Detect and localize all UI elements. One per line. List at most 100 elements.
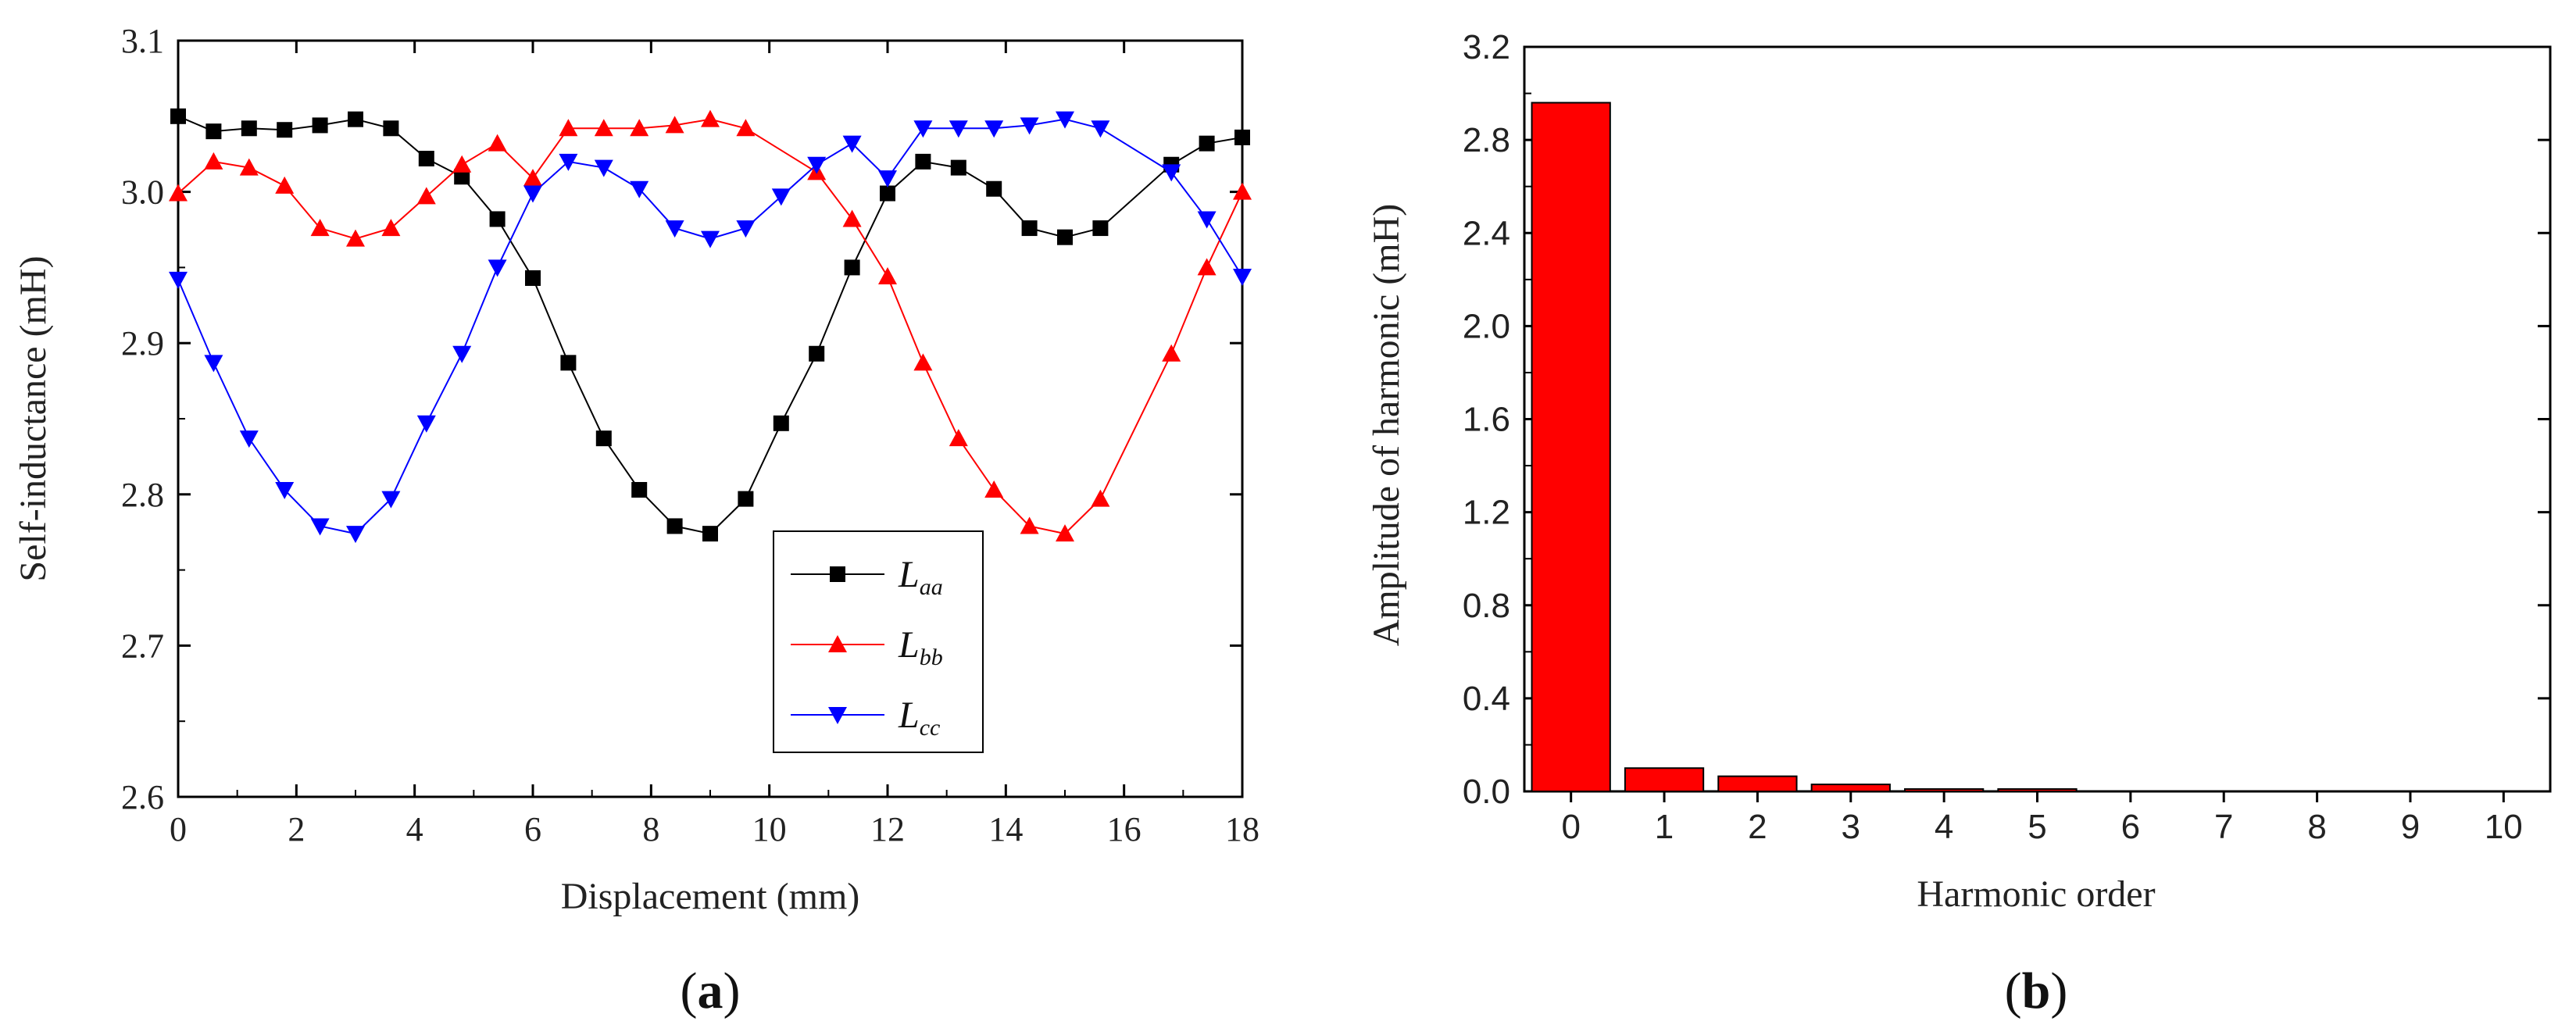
data-point-bb — [169, 184, 188, 202]
data-point-cc — [1020, 117, 1039, 135]
data-point-cc — [381, 491, 401, 509]
data-point-bb — [346, 229, 365, 247]
data-point-cc — [416, 415, 436, 433]
x-tick-label: 3 — [1842, 808, 1860, 846]
data-point-bb — [701, 109, 720, 127]
data-point-bb — [665, 116, 684, 134]
panel-b-bar-chart: 0.0 0.4 0.8 1.2 1.6 2.0 2.4 2.8 3.2 0 1 2 3 4 5 6 7 8 9 10… — [1366, 28, 2552, 915]
data-point-bb — [949, 429, 968, 447]
legend-label: Lcc — [898, 695, 940, 741]
data-point-bb — [1091, 489, 1110, 507]
y-tick-label: 0.8 — [1463, 587, 1510, 625]
data-point-cc — [1091, 120, 1110, 138]
data-point-aa — [205, 123, 222, 140]
data-point-cc — [665, 220, 684, 238]
panel-a-y-axis-label: Self-inductance (mH) — [13, 255, 54, 581]
data-point-cc — [630, 180, 649, 198]
data-point-cc — [169, 271, 188, 289]
legend-box — [773, 530, 984, 753]
caption-a: (a) — [681, 962, 741, 1020]
data-point-cc — [1233, 269, 1252, 287]
data-point-aa — [986, 180, 1002, 197]
data-point-bb — [523, 169, 542, 187]
x-tick-label: 2 — [288, 810, 305, 848]
data-point-bb — [878, 267, 897, 285]
x-tick-label: 14 — [988, 810, 1023, 848]
data-point-bb — [1020, 516, 1039, 534]
data-point-aa — [915, 153, 931, 170]
data-point-bb — [630, 119, 649, 137]
panel-a-x-axis-label: Displacement (mm) — [561, 876, 860, 917]
data-point-cc — [949, 120, 968, 138]
y-tick-label: 2.6 — [121, 778, 164, 816]
data-point-cc — [488, 259, 507, 277]
data-point-aa — [241, 120, 257, 137]
x-tick-label: 18 — [1225, 810, 1259, 848]
x-tick-label: 6 — [524, 810, 541, 848]
data-point-cc — [310, 518, 330, 536]
data-point-aa — [738, 491, 754, 507]
data-point-cc — [1162, 164, 1181, 182]
series-cc — [169, 111, 1252, 544]
data-point-bb — [381, 219, 401, 237]
y-tick-label: 0.0 — [1463, 773, 1510, 811]
data-point-bb — [559, 119, 578, 137]
data-point-bb — [204, 152, 223, 170]
data-point-aa — [525, 270, 541, 286]
x-tick-label: 10 — [752, 810, 787, 848]
legend-marker — [828, 635, 847, 652]
data-point-bb — [1197, 258, 1217, 276]
y-tick-label: 2.8 — [1463, 121, 1510, 159]
y-tick-label: 2.4 — [1463, 214, 1510, 252]
panel-a-series — [169, 108, 1252, 544]
data-point-bb — [1233, 182, 1252, 200]
y-tick-label: 3.1 — [121, 22, 164, 60]
panel-a-plot-frame — [177, 39, 1244, 798]
bar-harmonic-3 — [1810, 784, 1891, 792]
data-point-bb — [913, 353, 933, 371]
x-tick-label: 8 — [2307, 808, 2326, 846]
x-tick-label: 6 — [2121, 808, 2140, 846]
data-point-aa — [595, 430, 612, 447]
panel-b-y-ticks: 0.0 0.4 0.8 1.2 1.6 2.0 2.4 2.8 3.2 — [1463, 28, 2550, 811]
data-point-aa — [1092, 220, 1109, 237]
series-line-cc — [177, 118, 1243, 535]
data-point-cc — [701, 230, 720, 248]
data-point-aa — [631, 481, 648, 498]
data-point-bb — [275, 176, 295, 194]
data-point-aa — [773, 415, 789, 431]
data-point-bb — [488, 134, 507, 152]
data-point-aa — [1021, 220, 1038, 237]
data-point-aa — [666, 518, 683, 534]
bar-harmonic-5 — [1997, 788, 2078, 792]
x-tick-label: 4 — [406, 810, 423, 848]
panel-a-x-ticks: 0 2 4 6 8 10 12 14 16 18 — [170, 41, 1259, 848]
data-point-cc — [1056, 111, 1074, 129]
panel-b-x-axis-label: Harmonic order — [1917, 873, 2155, 915]
panel-b-bars — [1531, 102, 2078, 793]
data-point-aa — [809, 345, 825, 362]
legend-marker — [828, 707, 847, 724]
data-point-aa — [383, 120, 399, 137]
x-tick-label: 1 — [1655, 808, 1674, 846]
x-tick-label: 8 — [642, 810, 659, 848]
data-point-bb — [452, 155, 472, 173]
x-tick-label: 4 — [1935, 808, 1953, 846]
data-point-cc — [452, 345, 472, 363]
data-point-aa — [560, 355, 577, 371]
panel-a-line-chart: 2.6 2.7 2.8 2.9 3.0 3.1 0 2 4 6 8 10 12 14 16 18 Displ… — [13, 22, 1259, 917]
caption-b-letter: b — [2022, 962, 2051, 1020]
y-tick-label: 2.8 — [121, 476, 164, 514]
data-point-cc — [878, 170, 897, 188]
data-point-aa — [950, 159, 966, 176]
data-point-aa — [348, 111, 363, 127]
data-point-aa — [170, 108, 186, 124]
caption-b: (b) — [2005, 962, 2068, 1020]
data-point-bb — [594, 119, 613, 137]
y-tick-label: 2.0 — [1463, 307, 1510, 345]
panel-b-x-ticks: 0 1 2 3 4 5 6 7 8 9 10 — [1561, 791, 2523, 846]
data-point-cc — [842, 135, 862, 153]
data-point-aa — [454, 169, 470, 185]
